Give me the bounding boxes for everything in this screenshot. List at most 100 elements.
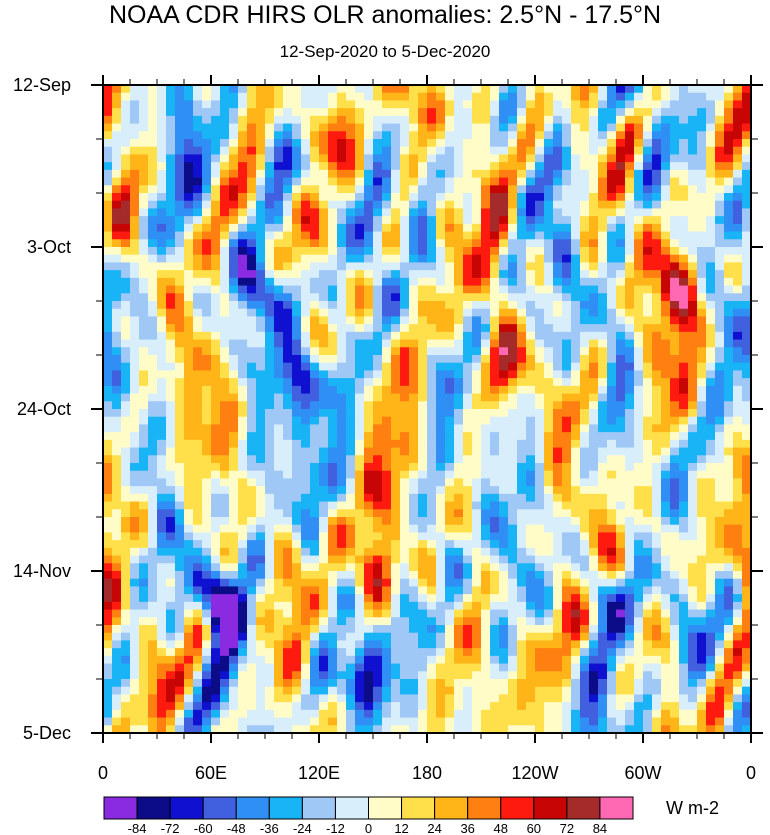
heat-cell — [139, 609, 149, 618]
heat-cell — [301, 617, 311, 626]
heat-cell — [724, 385, 734, 395]
heat-cell — [679, 146, 689, 156]
heat-cell — [112, 301, 122, 310]
heat-cell — [202, 208, 212, 217]
heat-cell — [202, 501, 212, 510]
heat-cell — [733, 416, 743, 426]
heat-cell — [580, 478, 590, 487]
heat-cell — [661, 123, 671, 132]
heat-cell — [166, 85, 176, 94]
heat-cell — [535, 447, 545, 456]
heat-cell — [175, 331, 185, 341]
heat-cell — [112, 339, 122, 348]
heat-cell — [445, 115, 455, 125]
heat-cell — [346, 555, 356, 564]
heat-cell — [472, 115, 482, 125]
heat-cell — [571, 547, 581, 557]
heat-cell — [148, 324, 158, 333]
heat-cell — [400, 385, 410, 395]
heat-cell — [256, 370, 266, 379]
heat-cell — [742, 401, 751, 410]
heat-cell — [121, 108, 131, 117]
heat-cell — [301, 301, 311, 310]
heat-cell — [409, 486, 419, 495]
heat-cell — [247, 355, 257, 364]
heat-cell — [634, 355, 644, 364]
heat-cell — [580, 100, 590, 109]
heat-cell — [265, 308, 275, 318]
heat-cell — [742, 463, 751, 472]
heat-cell — [499, 517, 509, 526]
heat-cell — [643, 578, 653, 588]
heat-cell — [157, 123, 167, 132]
heat-cell — [337, 393, 347, 402]
heat-cell — [472, 200, 482, 210]
heat-cell — [706, 478, 716, 487]
heat-cell — [436, 85, 446, 94]
heat-cell — [121, 146, 131, 156]
heat-cell — [571, 223, 581, 233]
heat-cell — [679, 123, 689, 132]
heat-cell — [481, 100, 491, 109]
heat-cell — [211, 277, 221, 287]
heat-cell — [364, 115, 374, 125]
heat-cell — [652, 254, 662, 264]
heat-cell — [625, 409, 635, 418]
heat-cell — [418, 193, 428, 202]
heat-cell — [742, 355, 751, 364]
heat-cell — [679, 162, 689, 171]
heat-cell — [733, 92, 743, 102]
heat-cell — [400, 162, 410, 171]
heat-cell — [580, 555, 590, 564]
heat-cell — [382, 563, 392, 572]
heat-cell — [697, 100, 707, 109]
heat-cell — [121, 193, 131, 202]
heat-cell — [202, 455, 212, 464]
heat-cell — [211, 509, 221, 518]
heat-cell — [400, 378, 410, 387]
heat-cell — [229, 131, 239, 140]
heat-cell — [346, 270, 356, 279]
heat-cell — [643, 401, 653, 410]
heat-cell — [481, 432, 491, 441]
heat-cell — [463, 208, 473, 217]
heat-cell — [211, 92, 221, 102]
heat-cell — [706, 193, 716, 202]
heat-cell — [220, 208, 230, 217]
heat-cell — [742, 231, 751, 240]
heat-cell — [553, 455, 563, 464]
heat-cell — [229, 617, 239, 626]
heat-cell — [184, 532, 194, 541]
heat-cell — [544, 193, 554, 202]
heat-cell — [454, 231, 464, 240]
heat-cell — [589, 200, 599, 210]
heat-cell — [499, 339, 509, 348]
heat-cell — [319, 100, 329, 109]
heat-cell — [274, 177, 284, 186]
heat-cell — [202, 555, 212, 564]
heat-cell — [382, 331, 392, 341]
heat-cell — [733, 262, 743, 271]
heat-cell — [310, 316, 320, 325]
heat-cell — [634, 393, 644, 402]
heat-cell — [166, 571, 176, 580]
heat-cell — [544, 293, 554, 302]
heat-cell — [598, 362, 608, 372]
heat-cell — [625, 509, 635, 518]
heat-cell — [661, 540, 671, 549]
heat-cell — [211, 362, 221, 372]
heat-cell — [364, 308, 374, 318]
heat-cell — [292, 169, 302, 179]
heat-cell — [391, 370, 401, 379]
heat-cell — [292, 501, 302, 510]
heat-cell — [166, 262, 176, 271]
heat-cell — [643, 601, 653, 611]
heat-cell — [589, 586, 599, 595]
heat-cell — [418, 470, 428, 480]
heat-cell — [319, 123, 329, 132]
heat-cell — [418, 262, 428, 271]
heat-cell — [508, 378, 518, 387]
heat-cell — [553, 185, 563, 194]
heat-cell — [328, 270, 338, 279]
heat-cell — [589, 331, 599, 341]
